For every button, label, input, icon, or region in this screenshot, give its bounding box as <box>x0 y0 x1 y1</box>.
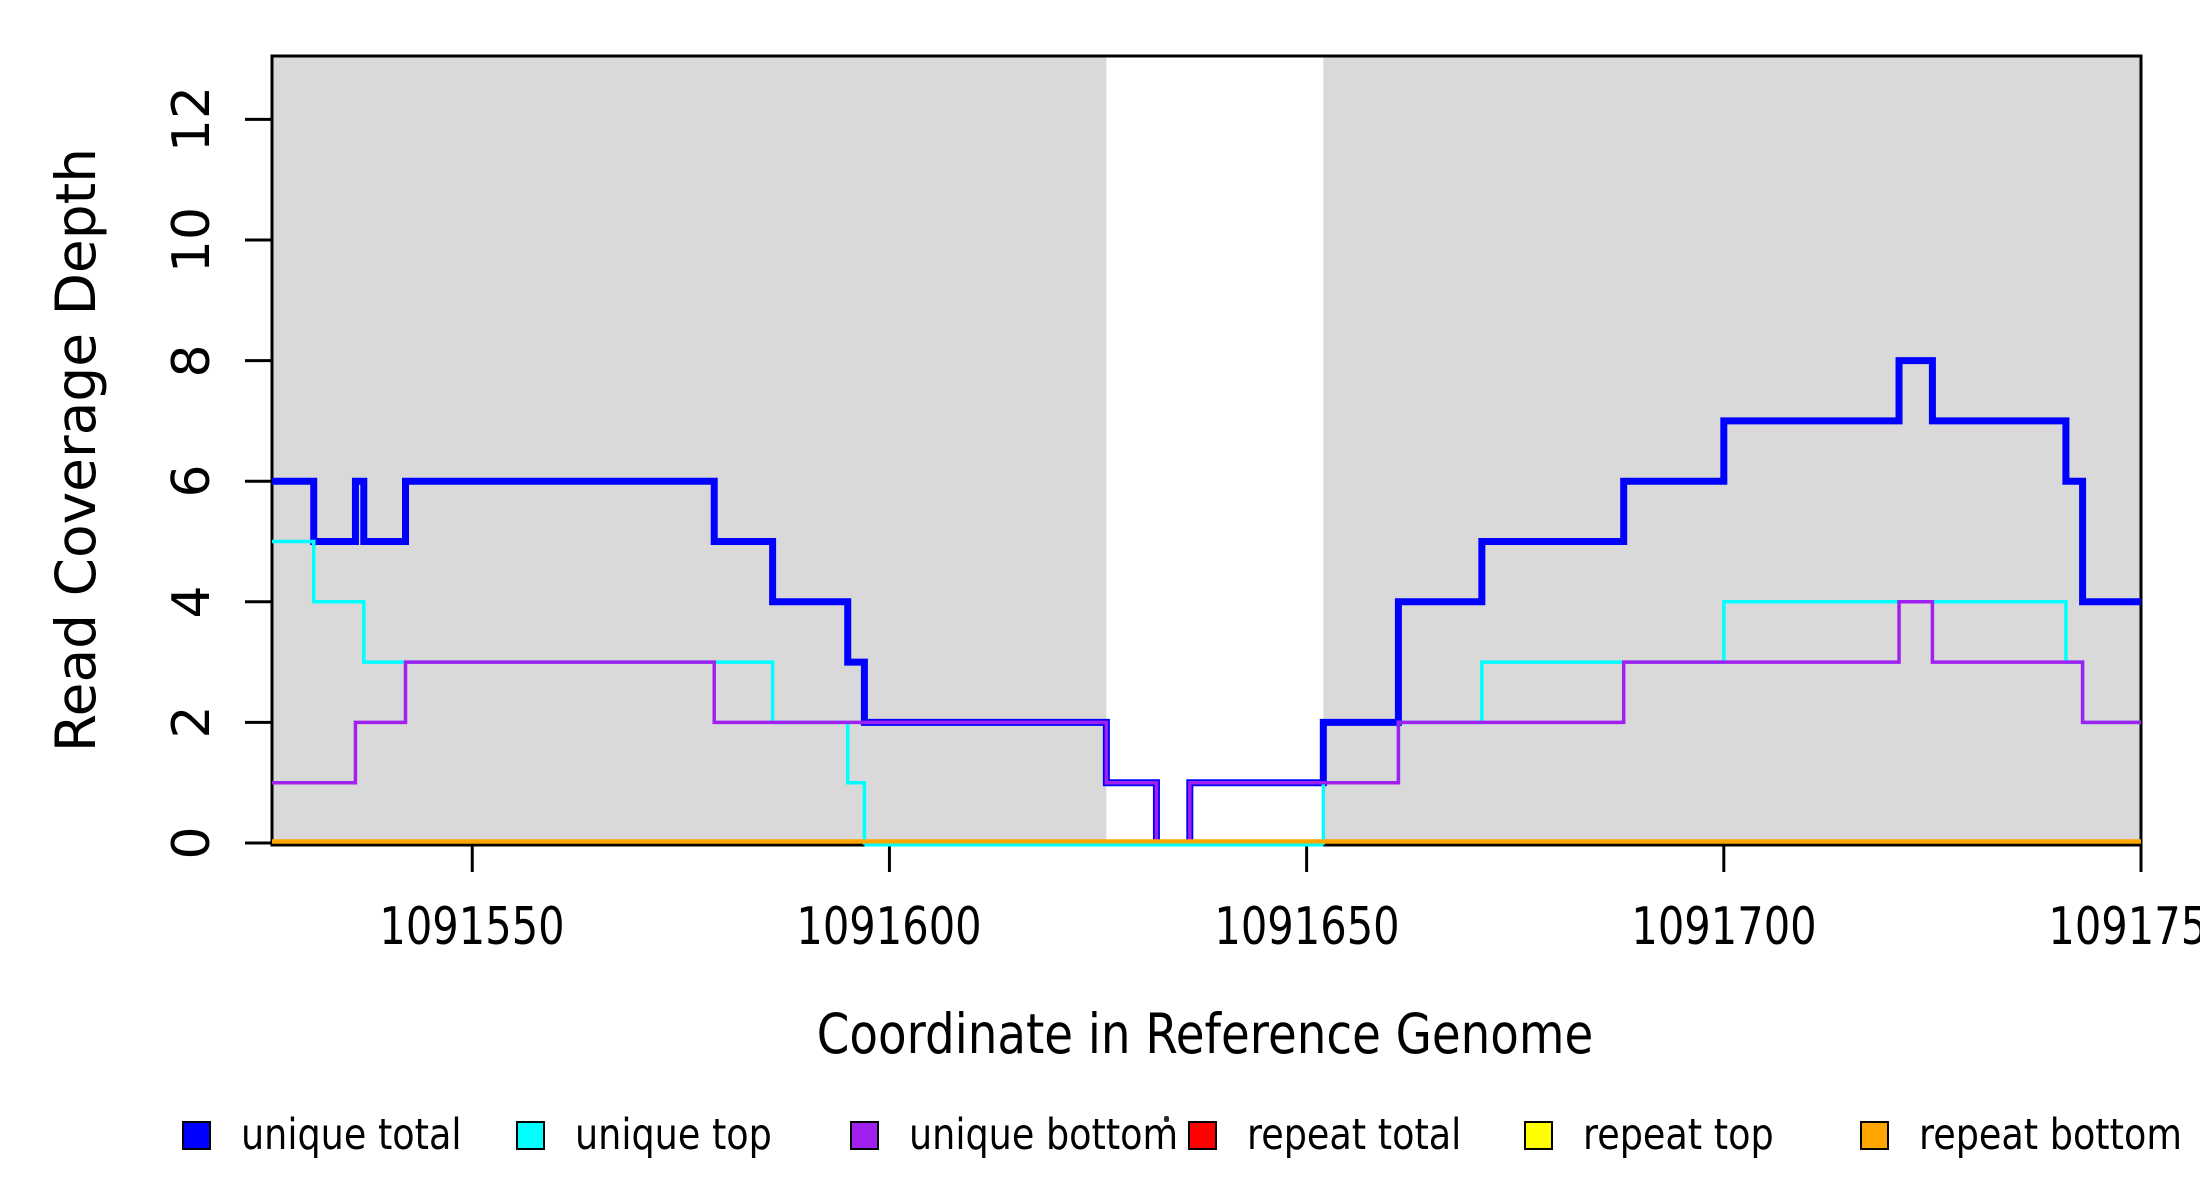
legend-label: repeat total <box>1247 1110 1462 1160</box>
y-tick-label: 6 <box>162 464 222 498</box>
y-tick-label: 8 <box>162 344 222 378</box>
series-line-unique-bottom <box>272 600 2141 845</box>
legend-label: unique total <box>241 1110 462 1160</box>
legend-swatch-unique-total <box>182 1120 211 1150</box>
legend-swatch-unique-bottom <box>850 1120 879 1150</box>
legend-swatch-repeat-bottom <box>1860 1120 1889 1150</box>
left-gray-region <box>272 56 1107 845</box>
legend-label: unique top <box>575 1110 772 1160</box>
x-axis-title: Coordinate in Reference Genome <box>816 1002 1594 1066</box>
y-tick-label: 10 <box>162 206 222 274</box>
stray-dot <box>1164 1116 1169 1122</box>
legend-item-unique-top: unique top <box>516 1110 807 1160</box>
x-tick-label: 1091750 <box>2048 897 2200 957</box>
legend-item-repeat-total: repeat total <box>1188 1110 1499 1160</box>
legend-item-unique-bottom: unique bottom <box>850 1110 1226 1160</box>
y-axis-title: Read Coverage Depth <box>44 147 108 753</box>
legend-item-repeat-bottom: repeat bottom <box>1860 1110 2200 1160</box>
series-line-unique-top <box>272 539 2141 845</box>
y-tick-label: 2 <box>162 705 222 739</box>
y-tick-label: 0 <box>162 826 222 860</box>
legend-label: repeat top <box>1583 1110 1774 1160</box>
legend-swatch-repeat-top <box>1524 1120 1553 1150</box>
x-tick-label: 1091600 <box>796 897 983 957</box>
x-tick-label: 1091700 <box>1631 897 1817 957</box>
y-tick-label: 4 <box>162 585 222 619</box>
x-tick-label: 1091550 <box>379 897 565 957</box>
legend-swatch-repeat-total <box>1188 1120 1217 1150</box>
y-tick-label: 12 <box>162 86 222 153</box>
legend-label: unique bottom <box>909 1110 1179 1160</box>
legend-item-repeat-top: repeat top <box>1524 1110 1807 1160</box>
right-gray-region <box>1323 56 2141 845</box>
x-tick-label: 1091650 <box>1213 897 1400 957</box>
legend-label: repeat bottom <box>1919 1110 2182 1160</box>
legend-swatch-unique-top <box>516 1120 545 1150</box>
legend-item-unique-total: unique total <box>182 1110 500 1160</box>
